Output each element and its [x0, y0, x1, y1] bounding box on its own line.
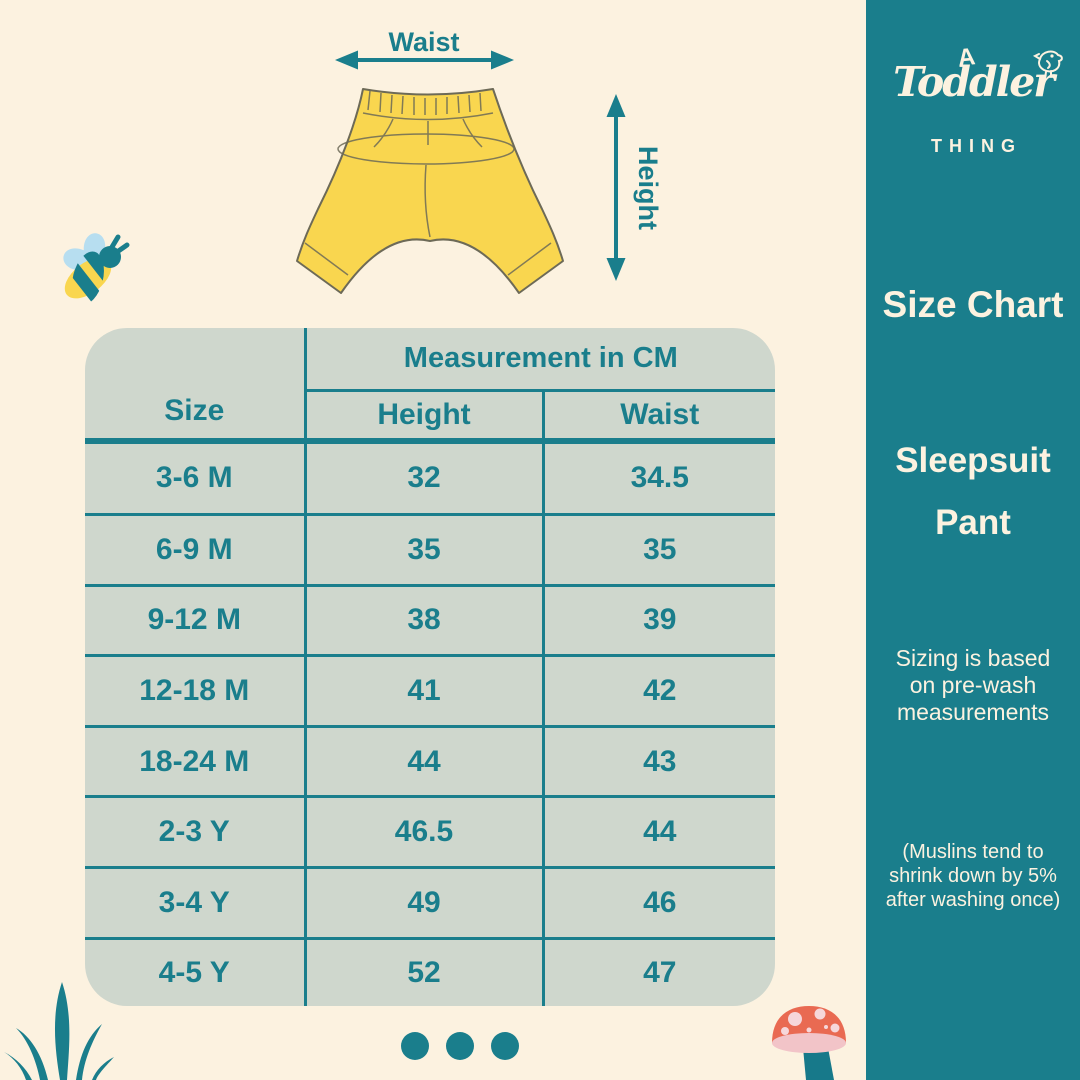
height-arrow	[606, 94, 626, 281]
grass-illustration	[4, 982, 114, 1080]
table-row: 6-9 M 35 35	[85, 512, 775, 587]
waist-cell: 43	[541, 724, 775, 799]
size-cell: 12-18 M	[85, 654, 307, 728]
bee-body	[64, 234, 130, 303]
waist-arrow	[335, 50, 514, 70]
mushroom-illustration	[772, 1006, 846, 1080]
height-cell: 49	[303, 866, 545, 940]
height-cell: 35	[303, 512, 545, 587]
table-row: 9-12 M 38 39	[85, 583, 775, 658]
product-name: Sleepsuit Pant	[866, 430, 1080, 554]
waist-cell: 46	[541, 866, 775, 940]
muslin-note: (Muslins tend to shrink down by 5% after…	[885, 841, 1061, 911]
size-cell: 2-3 Y	[85, 795, 307, 870]
height-cell: 46.5	[303, 795, 545, 870]
height-cell: 38	[303, 583, 545, 658]
carousel-dot	[401, 1032, 429, 1060]
column-header-height: Height	[303, 388, 545, 444]
carousel-dot	[446, 1032, 474, 1060]
bee-icon	[63, 233, 130, 303]
sizing-note: Sizing is based on pre-wash measurements	[895, 645, 1051, 725]
waist-cell: 42	[541, 654, 775, 728]
height-cell: 32	[303, 439, 545, 516]
waist-label: Waist	[388, 27, 459, 57]
size-cell: 18-24 M	[85, 724, 307, 799]
carousel-dots	[401, 1032, 519, 1060]
size-table: Size Measurement in CM Height Waist 3-6 …	[85, 328, 775, 1006]
size-table-panel: Size Measurement in CM Height Waist 3-6 …	[85, 328, 775, 1006]
brand-name: Toddler	[893, 58, 1055, 106]
column-header-waist: Waist	[541, 388, 775, 444]
sidebar: A Toddler THING Size Chart Sleepsuit Pan…	[866, 0, 1080, 1080]
bird-icon	[1032, 50, 1063, 79]
column-group-header: Measurement in CM	[303, 328, 775, 392]
height-label: Height	[633, 146, 663, 230]
pants-illustration: Waist Height	[296, 27, 663, 294]
column-header-size: Size	[85, 328, 307, 444]
size-cell: 3-4 Y	[85, 866, 307, 940]
height-cell: 52	[303, 936, 545, 1006]
brand-thing: THING	[931, 136, 1022, 156]
table-row: 12-18 M 41 42	[85, 654, 775, 728]
carousel-dot	[491, 1032, 519, 1060]
waist-cell: 44	[541, 795, 775, 870]
waist-cell: 34.5	[541, 439, 775, 516]
product-name-line1: Sleepsuit	[895, 441, 1051, 480]
table-row: 18-24 M 44 43	[85, 724, 775, 799]
height-cell: 41	[303, 654, 545, 728]
table-row: 2-3 Y 46.5 44	[85, 795, 775, 870]
size-cell: 9-12 M	[85, 583, 307, 658]
table-row: 3-6 M 32 34.5	[85, 439, 775, 516]
pants-shape	[296, 88, 564, 294]
size-cell: 4-5 Y	[85, 936, 307, 1006]
height-cell: 44	[303, 724, 545, 799]
table-row: 3-4 Y 49 46	[85, 866, 775, 940]
product-name-line2: Pant	[935, 503, 1011, 542]
size-cell: 6-9 M	[85, 512, 307, 587]
brand-logo: A Toddler THING	[866, 43, 1080, 176]
waist-cell: 39	[541, 583, 775, 658]
size-cell: 3-6 M	[85, 439, 307, 516]
table-row: 4-5 Y 52 47	[85, 936, 775, 1006]
waist-cell: 35	[541, 512, 775, 587]
sidebar-title: Size Chart	[882, 284, 1064, 325]
waist-cell: 47	[541, 936, 775, 1006]
